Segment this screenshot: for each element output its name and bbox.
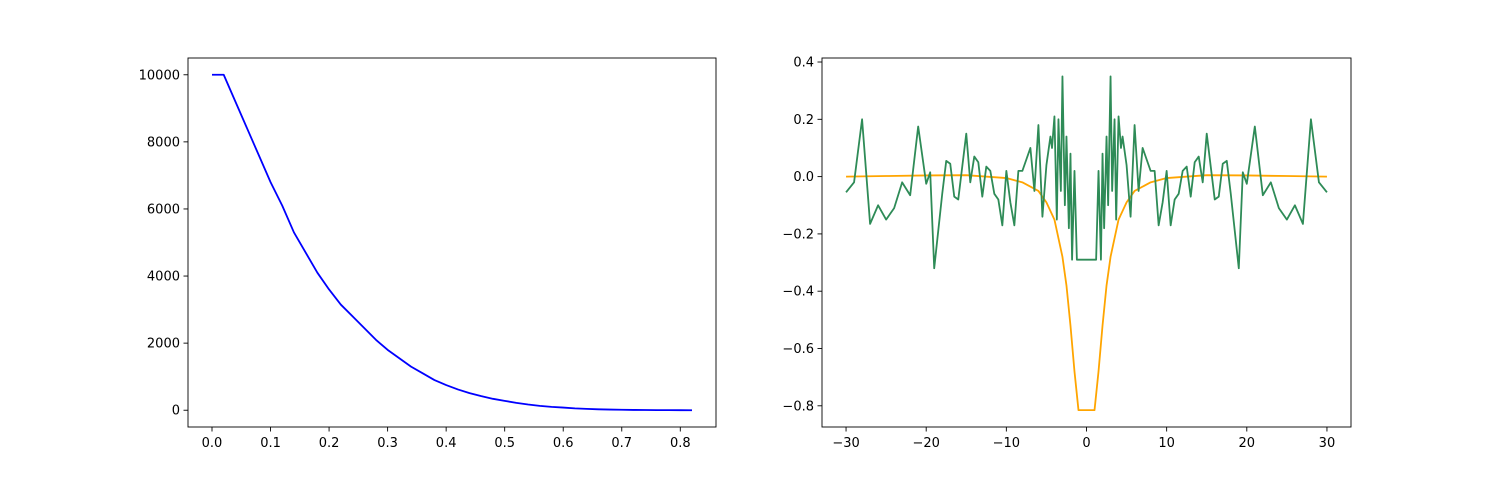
x-tick-label: 0.4 (436, 436, 457, 451)
y-tick-label: 0 (172, 404, 180, 419)
x-tick-label: 0.6 (553, 436, 574, 451)
axes-frame (187, 57, 717, 428)
x-tick-label: 20 (1239, 436, 1256, 451)
y-tick-label: 4000 (147, 270, 180, 285)
y-tick-label: −0.2 (782, 227, 814, 242)
data-line (846, 174, 1327, 411)
y-tick-label: −0.4 (782, 285, 814, 300)
x-tick-label: 0.3 (377, 436, 398, 451)
y-tick-label: 10000 (139, 68, 180, 83)
y-tick-label: 8000 (147, 135, 180, 150)
x-tick-label: 0.0 (202, 436, 223, 451)
x-tick-label: 0 (1082, 436, 1090, 451)
y-tick-label: 0.0 (793, 170, 814, 185)
x-tick-label: 30 (1319, 436, 1336, 451)
x-tick-label: 0.7 (611, 436, 632, 451)
x-tick-label: −10 (993, 436, 1020, 451)
x-tick-label: −20 (912, 436, 939, 451)
y-tick-label: 0.4 (793, 56, 814, 71)
y-tick-label: −0.6 (782, 342, 814, 357)
x-tick-label: 10 (1158, 436, 1175, 451)
x-tick-label: 0.8 (670, 436, 691, 451)
x-tick-label: 0.2 (319, 436, 340, 451)
y-tick-label: 0.2 (793, 113, 814, 128)
x-tick-label: −30 (832, 436, 859, 451)
y-tick-label: 2000 (147, 337, 180, 352)
x-tick-label: 0.1 (260, 436, 281, 451)
x-tick-label: 0.5 (494, 436, 515, 451)
data-line (212, 73, 693, 412)
axes-frame (821, 57, 1352, 428)
y-tick-label: −0.8 (782, 399, 814, 414)
data-line (845, 75, 1328, 270)
y-tick-label: 6000 (147, 202, 180, 217)
